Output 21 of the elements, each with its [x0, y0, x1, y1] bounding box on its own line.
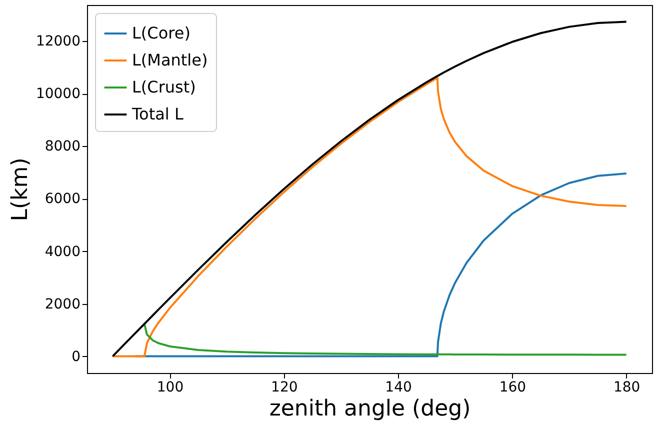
line-series — [112, 76, 628, 358]
y-tick-label: 10000 — [36, 86, 80, 102]
x-tick-label: 140 — [385, 380, 412, 396]
y-tick-label: 12000 — [36, 34, 80, 50]
y-tick-label: 0 — [72, 348, 80, 365]
x-tick-label: 120 — [271, 380, 298, 396]
x-tick-label: 160 — [499, 380, 526, 396]
legend-label: L(Crust) — [132, 78, 196, 96]
y-tick-label: 2000 — [44, 296, 80, 312]
y-tick-label: 8000 — [44, 138, 80, 155]
line-series — [143, 322, 628, 356]
x-tick-label: 100 — [156, 380, 184, 396]
y-tick-label: 4000 — [44, 244, 80, 260]
line-series — [112, 20, 628, 358]
legend-label: L(Core) — [132, 24, 190, 42]
legend-label: Total L — [131, 104, 184, 124]
legend-label: L(Mantle) — [132, 50, 208, 70]
y-tick-label: 6000 — [44, 191, 80, 208]
x-axis-title: zenith angle (deg) — [269, 396, 471, 422]
y-axis-title: L(km) — [8, 158, 33, 222]
x-tick-label: 180 — [613, 380, 640, 396]
